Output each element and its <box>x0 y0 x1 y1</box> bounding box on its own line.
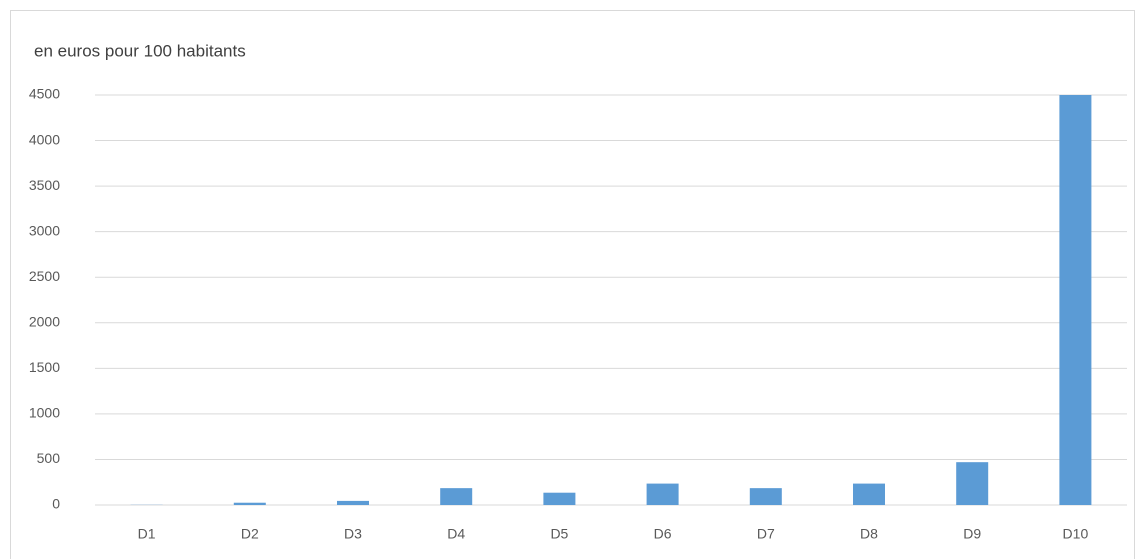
x-tick-label: D7 <box>757 526 775 542</box>
x-tick-label: D3 <box>344 526 362 542</box>
x-tick-label: D4 <box>447 526 465 542</box>
y-tick-label: 2000 <box>29 313 60 329</box>
y-tick-label: 3500 <box>29 177 60 193</box>
y-tick-label: 0 <box>52 496 60 512</box>
x-tick-label: D9 <box>963 526 981 542</box>
chart-frame <box>10 10 1135 559</box>
y-tick-label: 1000 <box>29 405 60 421</box>
bar <box>1059 95 1092 505</box>
bar <box>440 488 473 505</box>
x-tick-label: D5 <box>550 526 568 542</box>
bar <box>233 502 266 505</box>
x-tick-label: D1 <box>138 526 156 542</box>
bar <box>749 488 782 505</box>
y-tick-label: 1500 <box>29 359 60 375</box>
x-tick-label: D2 <box>241 526 259 542</box>
y-axis-label: en euros pour 100 habitants <box>34 41 246 60</box>
bar <box>956 462 989 505</box>
y-tick-label: 2500 <box>29 268 60 284</box>
bar <box>543 492 576 505</box>
x-tick-label: D6 <box>654 526 672 542</box>
y-tick-label: 500 <box>37 450 61 466</box>
x-tick-label: D10 <box>1063 526 1089 542</box>
y-tick-label: 3000 <box>29 222 60 238</box>
x-tick-label: D8 <box>860 526 878 542</box>
bar <box>853 483 885 505</box>
bar <box>646 483 679 505</box>
bar <box>337 500 369 505</box>
y-tick-label: 4500 <box>29 86 60 102</box>
y-tick-label: 4000 <box>29 131 60 147</box>
